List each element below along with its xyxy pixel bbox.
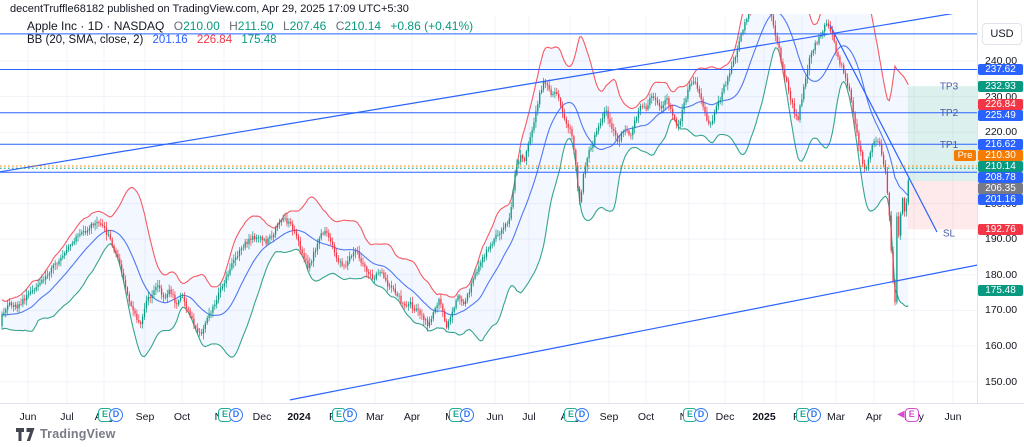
close-label: C [335, 19, 345, 33]
bb-basis-value: 201.16 [152, 34, 188, 46]
x-axis-label: Jun [486, 411, 504, 423]
upcoming-earnings-badge[interactable]: ◀ E [897, 408, 919, 423]
tradingview-logo[interactable]: TradingView [16, 427, 116, 441]
x-axis-label: Jun [19, 411, 37, 423]
ascending-support[interactable] [289, 264, 984, 401]
y-axis-label: 220.00 [985, 126, 1018, 139]
price-badge: 175.48 [978, 285, 1023, 297]
x-axis-label: Apr [403, 411, 421, 423]
x-axis-label: Jul [60, 411, 74, 423]
bollinger-basis-line [1, 14, 909, 316]
close-value: 210.14 [344, 19, 382, 33]
position-zone-stop[interactable] [908, 180, 984, 230]
dividend-icon: D [807, 408, 821, 422]
high-value: 211.50 [237, 19, 274, 33]
x-axis-label: Dec [252, 411, 272, 423]
bollinger-fill [2, 14, 909, 358]
x-axis-label: Jul [522, 411, 536, 423]
x-axis-label: Apr [865, 411, 883, 423]
bollinger-bands [1, 14, 909, 358]
dividend-icon: D [575, 408, 589, 422]
price-badge: 201.16 [978, 193, 1023, 205]
open-label: O [173, 19, 184, 33]
price-badge: 210.30 [978, 150, 1023, 162]
y-axis-label: 160.00 [985, 340, 1018, 353]
dividend-icon: D [694, 408, 708, 422]
level-label-TP1: TP1 [940, 140, 959, 151]
tradingview-logo-icon [16, 427, 35, 441]
price-axis-separator [977, 0, 978, 403]
y-axis-label: 180.00 [985, 268, 1018, 281]
premarket-tag: Pre [954, 150, 976, 162]
earnings-icon: E [904, 408, 919, 422]
change-value: +0.86 (+0.41%) [390, 19, 474, 33]
dividend-icon: D [229, 408, 243, 422]
bollinger-upper-line [1, 14, 909, 302]
bb-lower-value: 175.48 [241, 34, 277, 46]
x-axis-label: Mar [826, 411, 846, 423]
dividend-icon: D [109, 408, 123, 422]
price-badge: 206.35 [978, 182, 1023, 194]
high-label: H [229, 19, 238, 33]
x-axis-label: Jun [944, 411, 962, 423]
level-label-SL: SL [943, 228, 956, 239]
price-axis[interactable]: 240.00230.00220.00210.00200.00190.00180.… [978, 0, 1024, 403]
indicator-title[interactable]: BB (20, SMA, close, 2) [27, 34, 144, 46]
dividend-icon: D [460, 408, 474, 422]
price-badge: 216.62 [978, 138, 1023, 150]
price-badge: 210.14 [978, 160, 1023, 172]
x-axis-label: 2025 [752, 411, 776, 423]
currency-unit-button[interactable]: USD [982, 23, 1022, 45]
low-value: 207.46 [289, 19, 327, 33]
tradingview-logo-text: TradingView [40, 427, 116, 441]
bb-upper-value: 226.84 [196, 34, 233, 46]
indicator-legend-row[interactable]: BB (20, SMA, close, 2) 201.16 226.84 175… [27, 34, 277, 46]
dividend-icon: D [343, 408, 357, 422]
price-badge: 225.49 [978, 110, 1023, 122]
x-axis-label: Sep [135, 411, 155, 423]
publish-byline: decentTruffle68182 published on TradingV… [10, 3, 409, 15]
x-axis-label: 2024 [287, 411, 311, 423]
ascending-resistance[interactable] [0, 12, 963, 173]
bollinger-lower-line [1, 47, 909, 358]
time-axis[interactable]: JunJulAugSepOctNovDec2024FebMarAprMayJun… [0, 404, 977, 447]
candlestick-series [1, 14, 909, 340]
low-label: L [282, 19, 290, 33]
y-axis-label: 170.00 [985, 304, 1018, 317]
price-badge: 232.93 [978, 80, 1023, 92]
price-badge: 192.76 [978, 223, 1023, 235]
open-value: 210.00 [183, 19, 220, 33]
chart-main[interactable]: TP3 TP2 TP1 SL [0, 0, 984, 401]
symbol-title[interactable]: Apple Inc · 1D · NASDAQ [27, 19, 165, 33]
price-badge: 226.84 [978, 99, 1023, 111]
x-axis-label: Oct [637, 411, 655, 423]
price-badge: 237.62 [978, 63, 1023, 75]
level-label-TP3: TP3 [940, 82, 959, 93]
arrow-left-icon: ◀ [897, 409, 905, 420]
time-axis-separator [0, 403, 1024, 404]
x-axis-label: Dec [715, 411, 735, 423]
level-label-TP2: TP2 [940, 108, 959, 119]
x-axis-label: Sep [599, 411, 619, 423]
y-axis-label: 190.00 [985, 233, 1018, 246]
x-axis-label: Mar [365, 411, 385, 423]
price-badge: 208.78 [978, 171, 1023, 183]
position-zone-target[interactable] [908, 86, 984, 181]
x-axis-label: Oct [173, 411, 191, 423]
symbol-legend-row[interactable]: Apple Inc · 1D · NASDAQ O210.00 H211.50 … [27, 19, 473, 33]
descending-trendline[interactable] [829, 24, 938, 233]
y-axis-label: 150.00 [985, 375, 1018, 388]
